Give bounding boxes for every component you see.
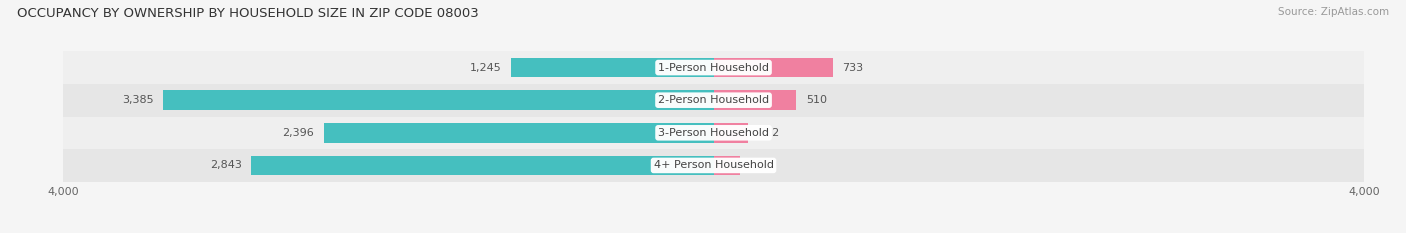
Bar [63, 84, 1364, 116]
Bar [512, 58, 713, 77]
Text: 2-Person Household: 2-Person Household [658, 95, 769, 105]
Text: OCCUPANCY BY OWNERSHIP BY HOUSEHOLD SIZE IN ZIP CODE 08003: OCCUPANCY BY OWNERSHIP BY HOUSEHOLD SIZE… [17, 7, 478, 20]
Bar [63, 116, 1364, 149]
Bar [323, 123, 713, 143]
Text: 1-Person Household: 1-Person Household [658, 63, 769, 72]
Text: 2,396: 2,396 [283, 128, 315, 138]
Text: 4+ Person Household: 4+ Person Household [654, 161, 773, 170]
Text: 3,385: 3,385 [122, 95, 153, 105]
Text: 3-Person Household: 3-Person Household [658, 128, 769, 138]
Bar [713, 156, 740, 175]
Text: 733: 733 [842, 63, 863, 72]
Bar [163, 90, 713, 110]
Bar [63, 149, 1364, 182]
Text: 2,843: 2,843 [209, 161, 242, 170]
Bar [713, 90, 796, 110]
Bar [713, 123, 748, 143]
Bar [63, 51, 1364, 84]
Bar [713, 58, 832, 77]
Text: 161: 161 [749, 161, 770, 170]
Text: 212: 212 [758, 128, 779, 138]
Text: 510: 510 [806, 95, 827, 105]
Text: 1,245: 1,245 [470, 63, 502, 72]
Text: Source: ZipAtlas.com: Source: ZipAtlas.com [1278, 7, 1389, 17]
Bar [252, 156, 713, 175]
